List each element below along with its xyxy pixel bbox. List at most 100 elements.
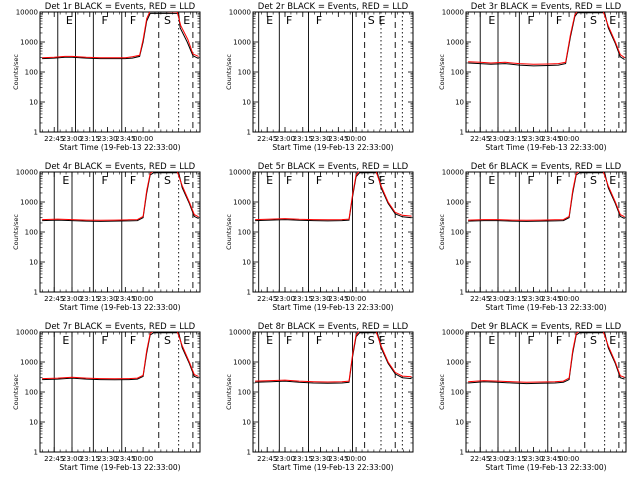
panel-title: Det 2r BLACK = Events, RED = LLD — [258, 2, 409, 12]
y-tick-label: 10 — [29, 419, 38, 427]
flag-letter: E — [609, 14, 616, 27]
plot-frame — [39, 331, 201, 453]
x-tick-label: 00:00 — [133, 135, 153, 143]
x-tick-label: 23:15 — [293, 455, 313, 463]
y-tick-label: 10 — [242, 99, 251, 107]
x-tick-label: 23:15 — [80, 295, 100, 303]
flag-letter: S — [368, 334, 375, 347]
y-tick-label: 1000 — [446, 39, 464, 47]
panel-4: Det 4r BLACK = Events, RED = LLD 1 10 100 10… — [12, 162, 201, 312]
flag-letter: E — [609, 334, 616, 347]
x-tick-label: 23:00 — [62, 455, 82, 463]
plot-frame — [252, 331, 414, 453]
y-tick-label: 100 — [238, 69, 251, 77]
flag-letter: E — [62, 334, 69, 347]
panel-6: Det 6r BLACK = Events, RED = LLD 1 10 100 10… — [438, 162, 627, 312]
flag-letter: S — [590, 174, 597, 187]
x-tick-label: 23:00 — [275, 455, 295, 463]
y-tick-label: 1 — [34, 449, 38, 457]
flag-letter: E — [266, 174, 273, 187]
y-tick-label: 10000 — [16, 169, 38, 177]
panel-2: Det 2r BLACK = Events, RED = LLD 1 10 100 10… — [225, 2, 414, 152]
y-tick-label: 10000 — [16, 9, 38, 17]
x-tick-label: 23:15 — [80, 135, 100, 143]
plot-frame — [465, 11, 627, 133]
y-tick-label: 100 — [25, 229, 38, 237]
events-series-line — [468, 12, 625, 67]
x-axis-label: Start Time (19-Feb-13 22:33:00) — [272, 463, 393, 472]
y-tick-label: 100 — [451, 389, 464, 397]
x-tick-label: 22:45 — [257, 455, 277, 463]
x-tick-label: 22:45 — [44, 295, 64, 303]
flag-letter: S — [590, 334, 597, 347]
x-axis-label: Start Time (19-Feb-13 22:33:00) — [59, 463, 180, 472]
y-tick-label: 1000 — [446, 199, 464, 207]
x-tick-label: 22:45 — [44, 455, 64, 463]
y-tick-label: 10 — [455, 99, 464, 107]
plot-frame — [465, 171, 627, 293]
panel-title: Det 4r BLACK = Events, RED = LLD — [45, 162, 196, 172]
flag-letter: F — [286, 14, 292, 27]
y-tick-label: 100 — [451, 69, 464, 77]
panel-title: Det 6r BLACK = Events, RED = LLD — [471, 162, 622, 172]
x-tick-label: 22:45 — [257, 135, 277, 143]
lld-series-line — [255, 332, 412, 383]
flag-letter: F — [556, 334, 562, 347]
y-tick-label: 10000 — [229, 169, 251, 177]
x-tick-label: 23:00 — [62, 135, 82, 143]
x-tick-label: 23:45 — [541, 135, 561, 143]
x-tick-label: 23:45 — [328, 455, 348, 463]
x-tick-label: 00:00 — [346, 295, 366, 303]
flag-letter: S — [164, 174, 171, 187]
panel-5: Det 5r BLACK = Events, RED = LLD 1 10 100 10… — [225, 162, 414, 312]
events-series-line — [255, 332, 412, 384]
x-tick-label: 23:15 — [506, 455, 526, 463]
x-tick-label: 23:30 — [310, 135, 330, 143]
y-tick-label: 10 — [29, 259, 38, 267]
flag-letter: E — [66, 14, 73, 27]
lld-series-line — [42, 172, 199, 221]
y-tick-label: 100 — [25, 69, 38, 77]
flag-letter: S — [368, 174, 375, 187]
x-tick-label: 00:00 — [133, 295, 153, 303]
x-tick-label: 23:30 — [310, 455, 330, 463]
x-tick-label: 23:30 — [523, 295, 543, 303]
events-series-line — [42, 12, 199, 60]
panel-title: Det 9r BLACK = Events, RED = LLD — [471, 322, 622, 332]
flag-letter: E — [378, 174, 385, 187]
y-axis-label: Counts/sec — [225, 214, 233, 250]
x-axis-label: Start Time (19-Feb-13 22:33:00) — [59, 303, 180, 312]
x-tick-label: 23:15 — [80, 455, 100, 463]
y-tick-label: 10 — [242, 259, 251, 267]
x-axis-label: Start Time (19-Feb-13 22:33:00) — [485, 463, 606, 472]
y-tick-label: 1000 — [20, 199, 38, 207]
x-tick-label: 23:00 — [62, 295, 82, 303]
x-axis-label: Start Time (19-Feb-13 22:33:00) — [272, 303, 393, 312]
flag-letter: F — [130, 174, 136, 187]
flag-letter: E — [488, 334, 495, 347]
lld-series-line — [42, 332, 199, 380]
flag-letter: F — [316, 174, 322, 187]
y-tick-label: 1 — [34, 129, 38, 137]
y-tick-label: 1 — [460, 449, 464, 457]
plot-frame — [252, 11, 414, 133]
x-tick-label: 00:00 — [346, 135, 366, 143]
x-tick-label: 00:00 — [559, 135, 579, 143]
y-axis-label: Counts/sec — [225, 374, 233, 410]
x-tick-label: 23:15 — [506, 135, 526, 143]
flag-letter: F — [527, 14, 533, 27]
flag-letter: E — [183, 174, 190, 187]
y-tick-label: 1 — [247, 129, 251, 137]
flag-letter: F — [286, 334, 292, 347]
panel-1: Det 1r BLACK = Events, RED = LLD 1 10 100 10… — [12, 2, 201, 152]
x-tick-label: 23:30 — [97, 135, 117, 143]
y-tick-label: 100 — [451, 229, 464, 237]
x-tick-label: 23:45 — [115, 135, 135, 143]
y-tick-label: 10000 — [229, 329, 251, 337]
y-tick-label: 100 — [238, 389, 251, 397]
flag-letter: E — [183, 334, 190, 347]
y-tick-label: 100 — [238, 229, 251, 237]
flag-letter: F — [527, 174, 533, 187]
panel-title: Det 3r BLACK = Events, RED = LLD — [471, 2, 622, 12]
y-tick-label: 1000 — [20, 359, 38, 367]
